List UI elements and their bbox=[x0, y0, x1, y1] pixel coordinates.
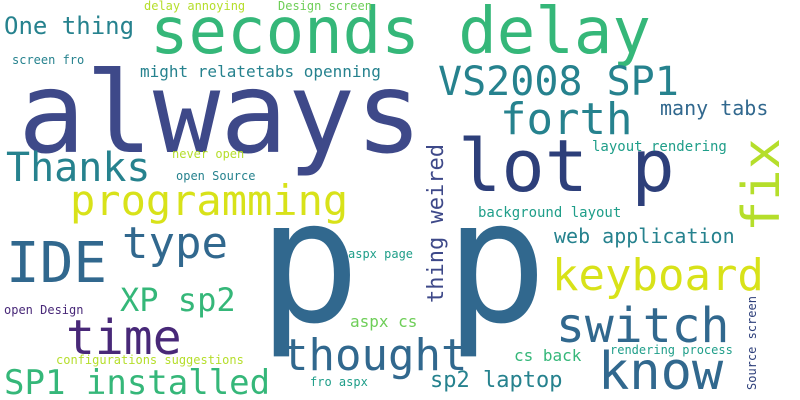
word-type: type bbox=[122, 222, 228, 266]
word-open-design: open Design bbox=[4, 304, 83, 316]
word-many-tabs: many tabs bbox=[660, 98, 768, 118]
word-aspx-cs: aspx cs bbox=[350, 314, 417, 330]
word-background-layout: background layout bbox=[478, 206, 621, 220]
word-web-application: web application bbox=[554, 226, 735, 246]
word-sp2-laptop: sp2 laptop bbox=[430, 370, 562, 392]
word-open-source: open Source bbox=[176, 170, 255, 182]
word-ide: IDE bbox=[6, 236, 107, 292]
word-forth: forth bbox=[500, 98, 632, 142]
word-design-screen: Design screen bbox=[278, 0, 372, 12]
word-fix: fix bbox=[736, 138, 788, 232]
word-one-thing: One thing bbox=[4, 14, 134, 38]
word-aspx-page: aspx page bbox=[348, 248, 413, 260]
word-keyboard: keyboard bbox=[552, 254, 764, 298]
word-rendering-process: rendering process bbox=[610, 344, 733, 356]
word-layout-rendering: layout rendering bbox=[592, 140, 727, 154]
word-fro-aspx: fro aspx bbox=[310, 376, 368, 388]
word-never-open: never open bbox=[172, 148, 244, 160]
word-might-relate: might relatetabs openning bbox=[140, 64, 381, 80]
word-source-screen: Source screen bbox=[746, 296, 758, 390]
word-delay-annoying: delay annoying bbox=[144, 0, 245, 12]
word-thing-weired: thing weired bbox=[426, 144, 448, 303]
word-configurations: configurations suggestions bbox=[56, 354, 244, 366]
word-sp1-installed: SP1 installed bbox=[4, 366, 270, 400]
word-thanks: Thanks bbox=[6, 148, 151, 188]
word-screen-fro: screen fro bbox=[12, 54, 84, 66]
word-cs-back: cs back bbox=[514, 348, 581, 364]
